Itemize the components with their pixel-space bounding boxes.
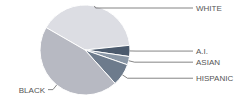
svg-text:A.I.: A.I. bbox=[196, 47, 208, 56]
svg-text:WHITE: WHITE bbox=[196, 4, 222, 13]
svg-text:ASIAN: ASIAN bbox=[196, 58, 220, 67]
svg-text:HISPANIC: HISPANIC bbox=[196, 74, 232, 83]
svg-text:BLACK: BLACK bbox=[19, 86, 46, 95]
